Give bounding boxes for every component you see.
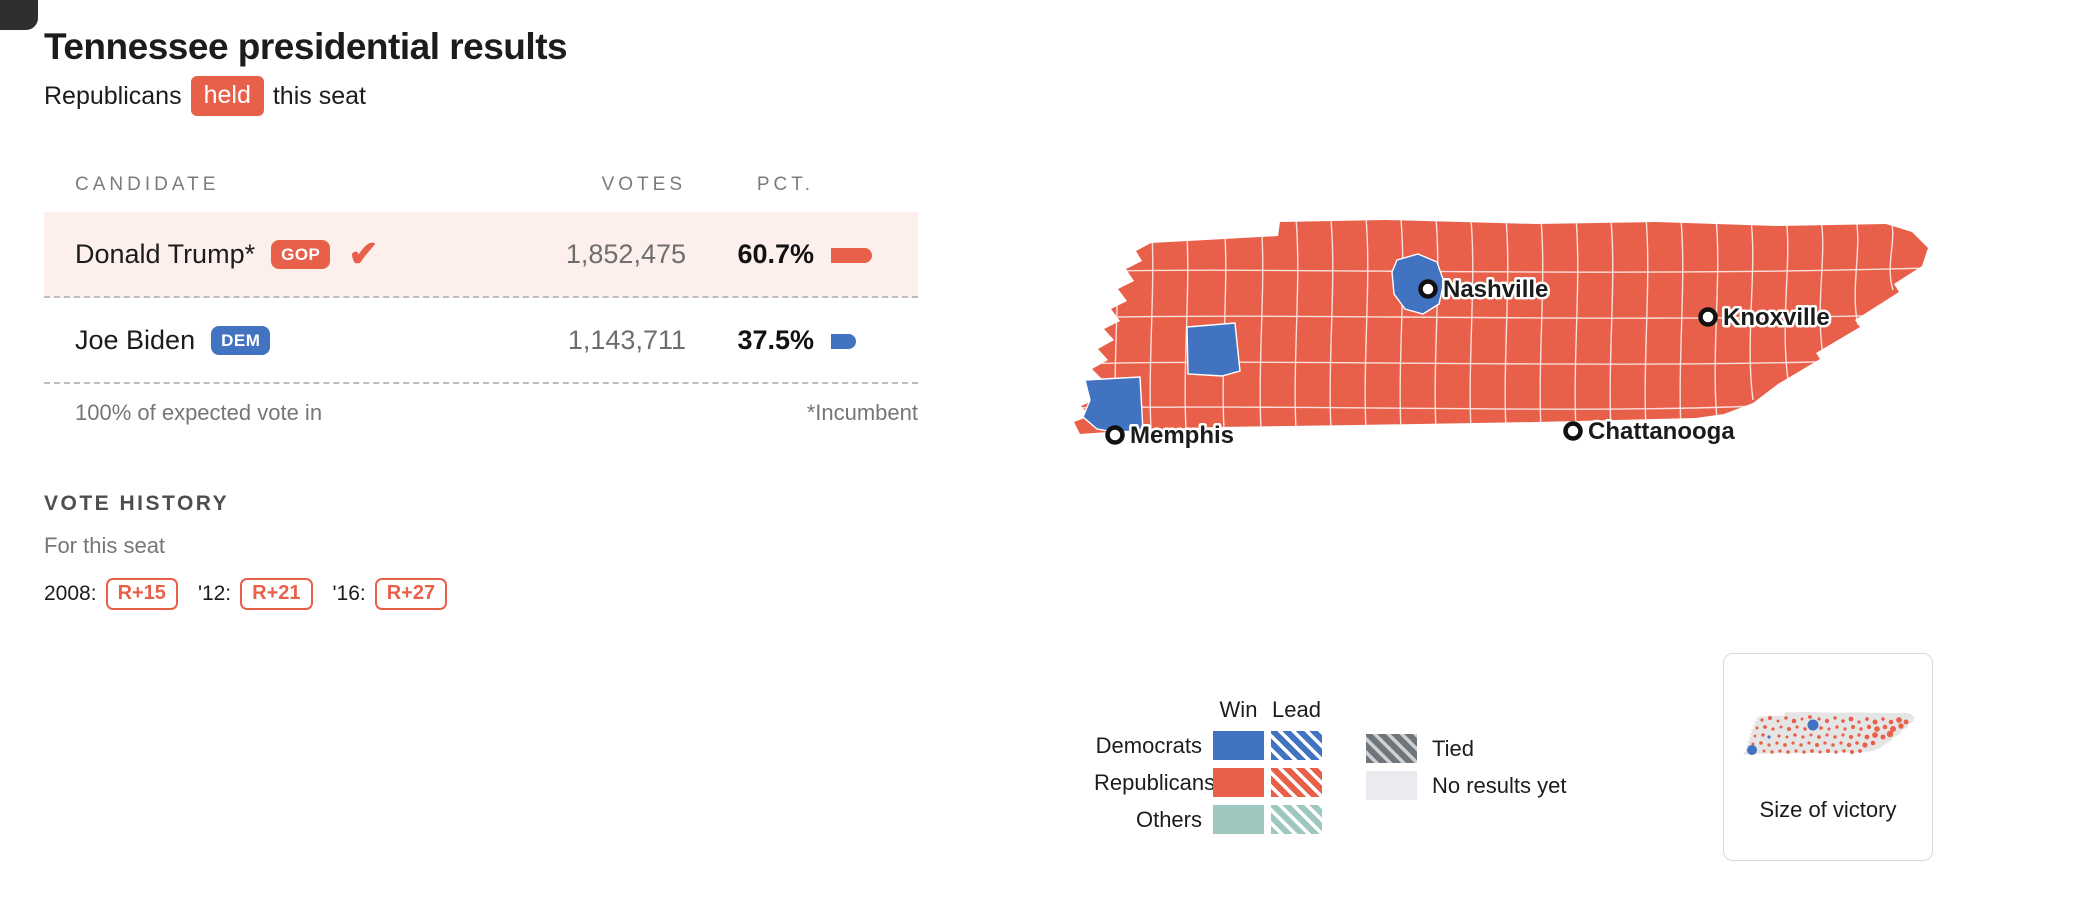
- legend-col-win: Win: [1219, 697, 1258, 722]
- candidate-pct: 37.5%: [737, 324, 814, 355]
- vote-history-margin-badge: R+27: [374, 578, 448, 610]
- expected-vote-note: 100% of expected vote in: [75, 400, 323, 425]
- city-label: Memphis: [1130, 422, 1234, 449]
- held-badge: held: [190, 76, 264, 116]
- vote-history-section: VOTE HISTORY For this seat 2008: R+15 '1…: [44, 492, 467, 610]
- size-of-victory-card[interactable]: Size of victory: [1723, 653, 1933, 861]
- candidate-votes: 1,852,475: [565, 238, 686, 269]
- swatch-republicans-win: [1213, 768, 1264, 797]
- tennessee-county-map[interactable]: Nashville Knoxville Chattanooga Memphis: [1056, 210, 1938, 462]
- size-of-victory-label: Size of victory: [1759, 797, 1897, 822]
- vote-history-entries: 2008: R+15 '12: R+21 '16: R+27: [44, 578, 467, 610]
- victory-dots-democrat: [1747, 719, 1819, 755]
- cropped-corner-element: [0, 0, 38, 30]
- pct-bar-gop: [831, 247, 872, 263]
- swatch-democrats-win: [1213, 731, 1264, 760]
- results-table-header: CANDIDATE VOTES PCT.: [44, 160, 918, 212]
- city-marker-knoxville: Knoxville: [1698, 302, 1832, 334]
- county-davidson: [1391, 253, 1445, 315]
- city-marker-chattanooga: Chattanooga: [1563, 416, 1738, 448]
- map-legend: Win Lead Democrats Republicans Others Ti…: [1094, 697, 1567, 834]
- vote-history-year: '12:: [197, 582, 232, 605]
- seat-status-banner: Republicans held this seat: [44, 76, 366, 116]
- vote-history-year: 2008:: [44, 582, 97, 605]
- legend-party-grid: Win Lead Democrats Republicans Others: [1094, 697, 1322, 834]
- city-label: Chattanooga: [1588, 418, 1735, 445]
- swatch-republicans-lead: [1271, 768, 1322, 797]
- size-of-victory-thumbnail: [1743, 712, 1915, 755]
- seat-status-suffix: this seat: [272, 81, 366, 110]
- victory-dots-republican: [1751, 715, 1909, 755]
- swatch-others-win: [1213, 805, 1264, 834]
- county-haywood: [1186, 322, 1241, 377]
- legend-label-no-results: No results yet: [1432, 772, 1567, 798]
- legend-label-tied: Tied: [1432, 735, 1474, 761]
- candidate-name: Donald Trump*: [75, 238, 256, 269]
- party-badge-dem: DEM: [211, 325, 271, 355]
- city-label: Knoxville: [1723, 304, 1830, 331]
- header-candidate: CANDIDATE: [75, 174, 220, 195]
- vote-history-title: VOTE HISTORY: [44, 492, 230, 515]
- winner-check-icon: ✔: [348, 233, 379, 274]
- legend-label-others: Others: [1135, 806, 1202, 832]
- vote-history-margin-badge: R+15: [105, 578, 178, 610]
- democratic-counties[interactable]: [1082, 253, 1445, 433]
- header-pct: PCT.: [756, 174, 814, 195]
- swatch-others-lead: [1271, 805, 1322, 834]
- page-title: Tennessee presidential results: [44, 26, 568, 67]
- results-table-footer: 100% of expected vote in *Incumbent: [44, 384, 918, 426]
- county-shelby: [1082, 376, 1144, 433]
- legend-extra-grid: Tied No results yet: [1366, 734, 1567, 800]
- legend-col-lead: Lead: [1272, 697, 1321, 722]
- vote-history-subtitle: For this seat: [44, 533, 166, 558]
- results-table: CANDIDATE VOTES PCT. Donald Trump* GOP ✔…: [44, 160, 918, 426]
- vote-history-margin-badge: R+21: [240, 578, 313, 610]
- vote-history-year: '16:: [332, 582, 366, 605]
- swatch-tied: [1366, 734, 1417, 763]
- swatch-no-results: [1366, 771, 1417, 800]
- candidate-name: Joe Biden: [75, 324, 196, 355]
- legend-label-republicans: Republicans: [1094, 769, 1216, 795]
- incumbent-note: *Incumbent: [806, 400, 918, 425]
- city-label: Nashville: [1443, 276, 1548, 303]
- city-marker-memphis: Memphis: [1105, 420, 1237, 452]
- legend-label-democrats: Democrats: [1095, 732, 1202, 758]
- header-votes: VOTES: [601, 174, 686, 195]
- candidate-votes: 1,143,711: [567, 324, 686, 355]
- candidate-pct: 60.7%: [737, 238, 814, 269]
- pct-bar-dem: [831, 333, 856, 349]
- swatch-democrats-lead: [1271, 731, 1322, 760]
- seat-status-prefix: Republicans: [44, 81, 182, 110]
- city-marker-nashville: Nashville: [1418, 274, 1551, 306]
- candidate-row-trump: Donald Trump* GOP ✔ 1,852,475 60.7%: [44, 212, 918, 298]
- candidate-row-biden: Joe Biden DEM 1,143,711 37.5%: [44, 298, 918, 384]
- party-badge-gop: GOP: [271, 239, 331, 269]
